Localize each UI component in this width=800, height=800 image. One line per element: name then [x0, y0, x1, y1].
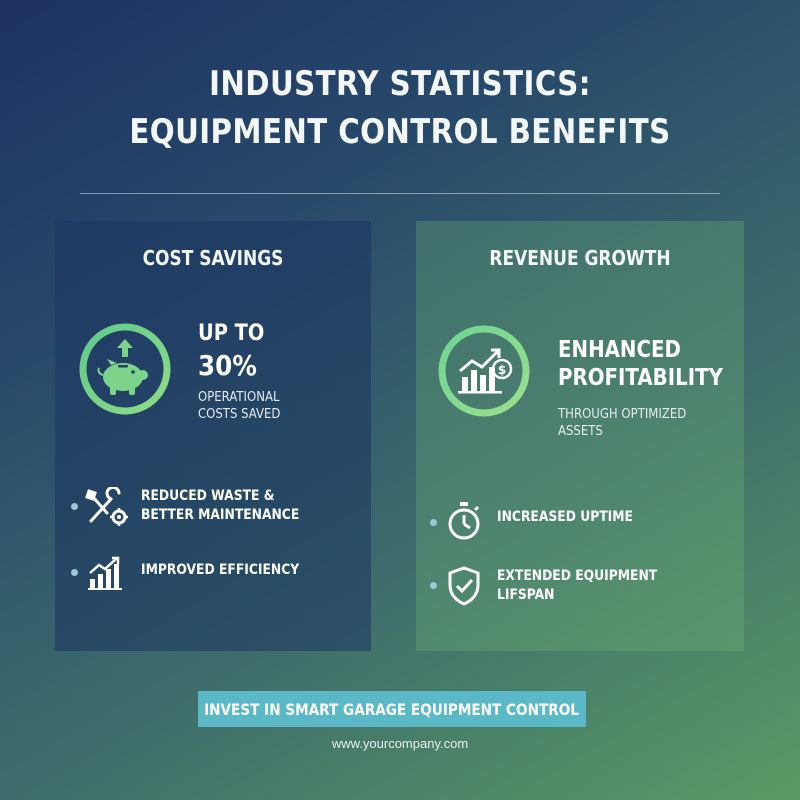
bullet-text-line1: EXTENDED EQUIPMENT [497, 568, 658, 584]
revenue-growth-panel: REVENUE GROWTH $ ENHANCED PROFITABILITY [416, 221, 744, 651]
footer-url[interactable]: www.yourcompany.com [331, 736, 469, 751]
growth-chart-dollar-icon: $ [436, 323, 532, 419]
bullet-dot [430, 519, 437, 526]
bullet-text-line1: IMPROVED EFFICIENCY [141, 562, 300, 578]
bar-chart-growth-icon [87, 555, 123, 596]
bullet-text-line1: REDUCED WASTE & [141, 488, 275, 504]
cta-banner[interactable]: INVEST IN SMART GARAGE EQUIPMENT CONTROL [198, 691, 586, 727]
page-title-line1: INDUSTRY STATISTICS: [209, 64, 591, 104]
cost-stat-caption-line2: COSTS SAVED [198, 407, 281, 422]
cost-stat-value: 30% [198, 349, 257, 382]
stopwatch-icon [446, 501, 482, 546]
svg-text:$: $ [498, 363, 506, 377]
bullet-dot [430, 582, 437, 589]
revenue-stat-line1: ENHANCED [558, 337, 681, 363]
cost-savings-panel: COST SAVINGS UP TO 30% OPERATIONAL COSTS… [55, 221, 371, 651]
cost-savings-title: COST SAVINGS [142, 246, 284, 270]
page-title-line2: EQUIPMENT CONTROL BENEFITS [129, 112, 671, 152]
bullet-dot [71, 569, 78, 576]
cost-stat-caption-line1: OPERATIONAL [198, 390, 280, 405]
bullet-dot [71, 503, 78, 510]
title-divider [80, 193, 720, 194]
revenue-stat-line2: PROFITABILITY [558, 365, 723, 391]
revenue-stat-caption: THROUGH OPTIMIZED ASSETS [558, 407, 687, 439]
bullet-text-line1: INCREASED UPTIME [497, 509, 633, 525]
tools-gear-icon [85, 485, 129, 532]
bullet-text-line2: BETTER MAINTENANCE [141, 507, 300, 523]
cost-stat-prefix: UP TO [198, 321, 265, 346]
bullet-text-line2: LIFSPAN [497, 587, 555, 603]
shield-check-icon [446, 565, 482, 612]
piggy-bank-icon [77, 321, 173, 417]
revenue-growth-title: REVENUE GROWTH [489, 246, 671, 270]
cta-label: INVEST IN SMART GARAGE EQUIPMENT CONTROL [204, 699, 580, 719]
